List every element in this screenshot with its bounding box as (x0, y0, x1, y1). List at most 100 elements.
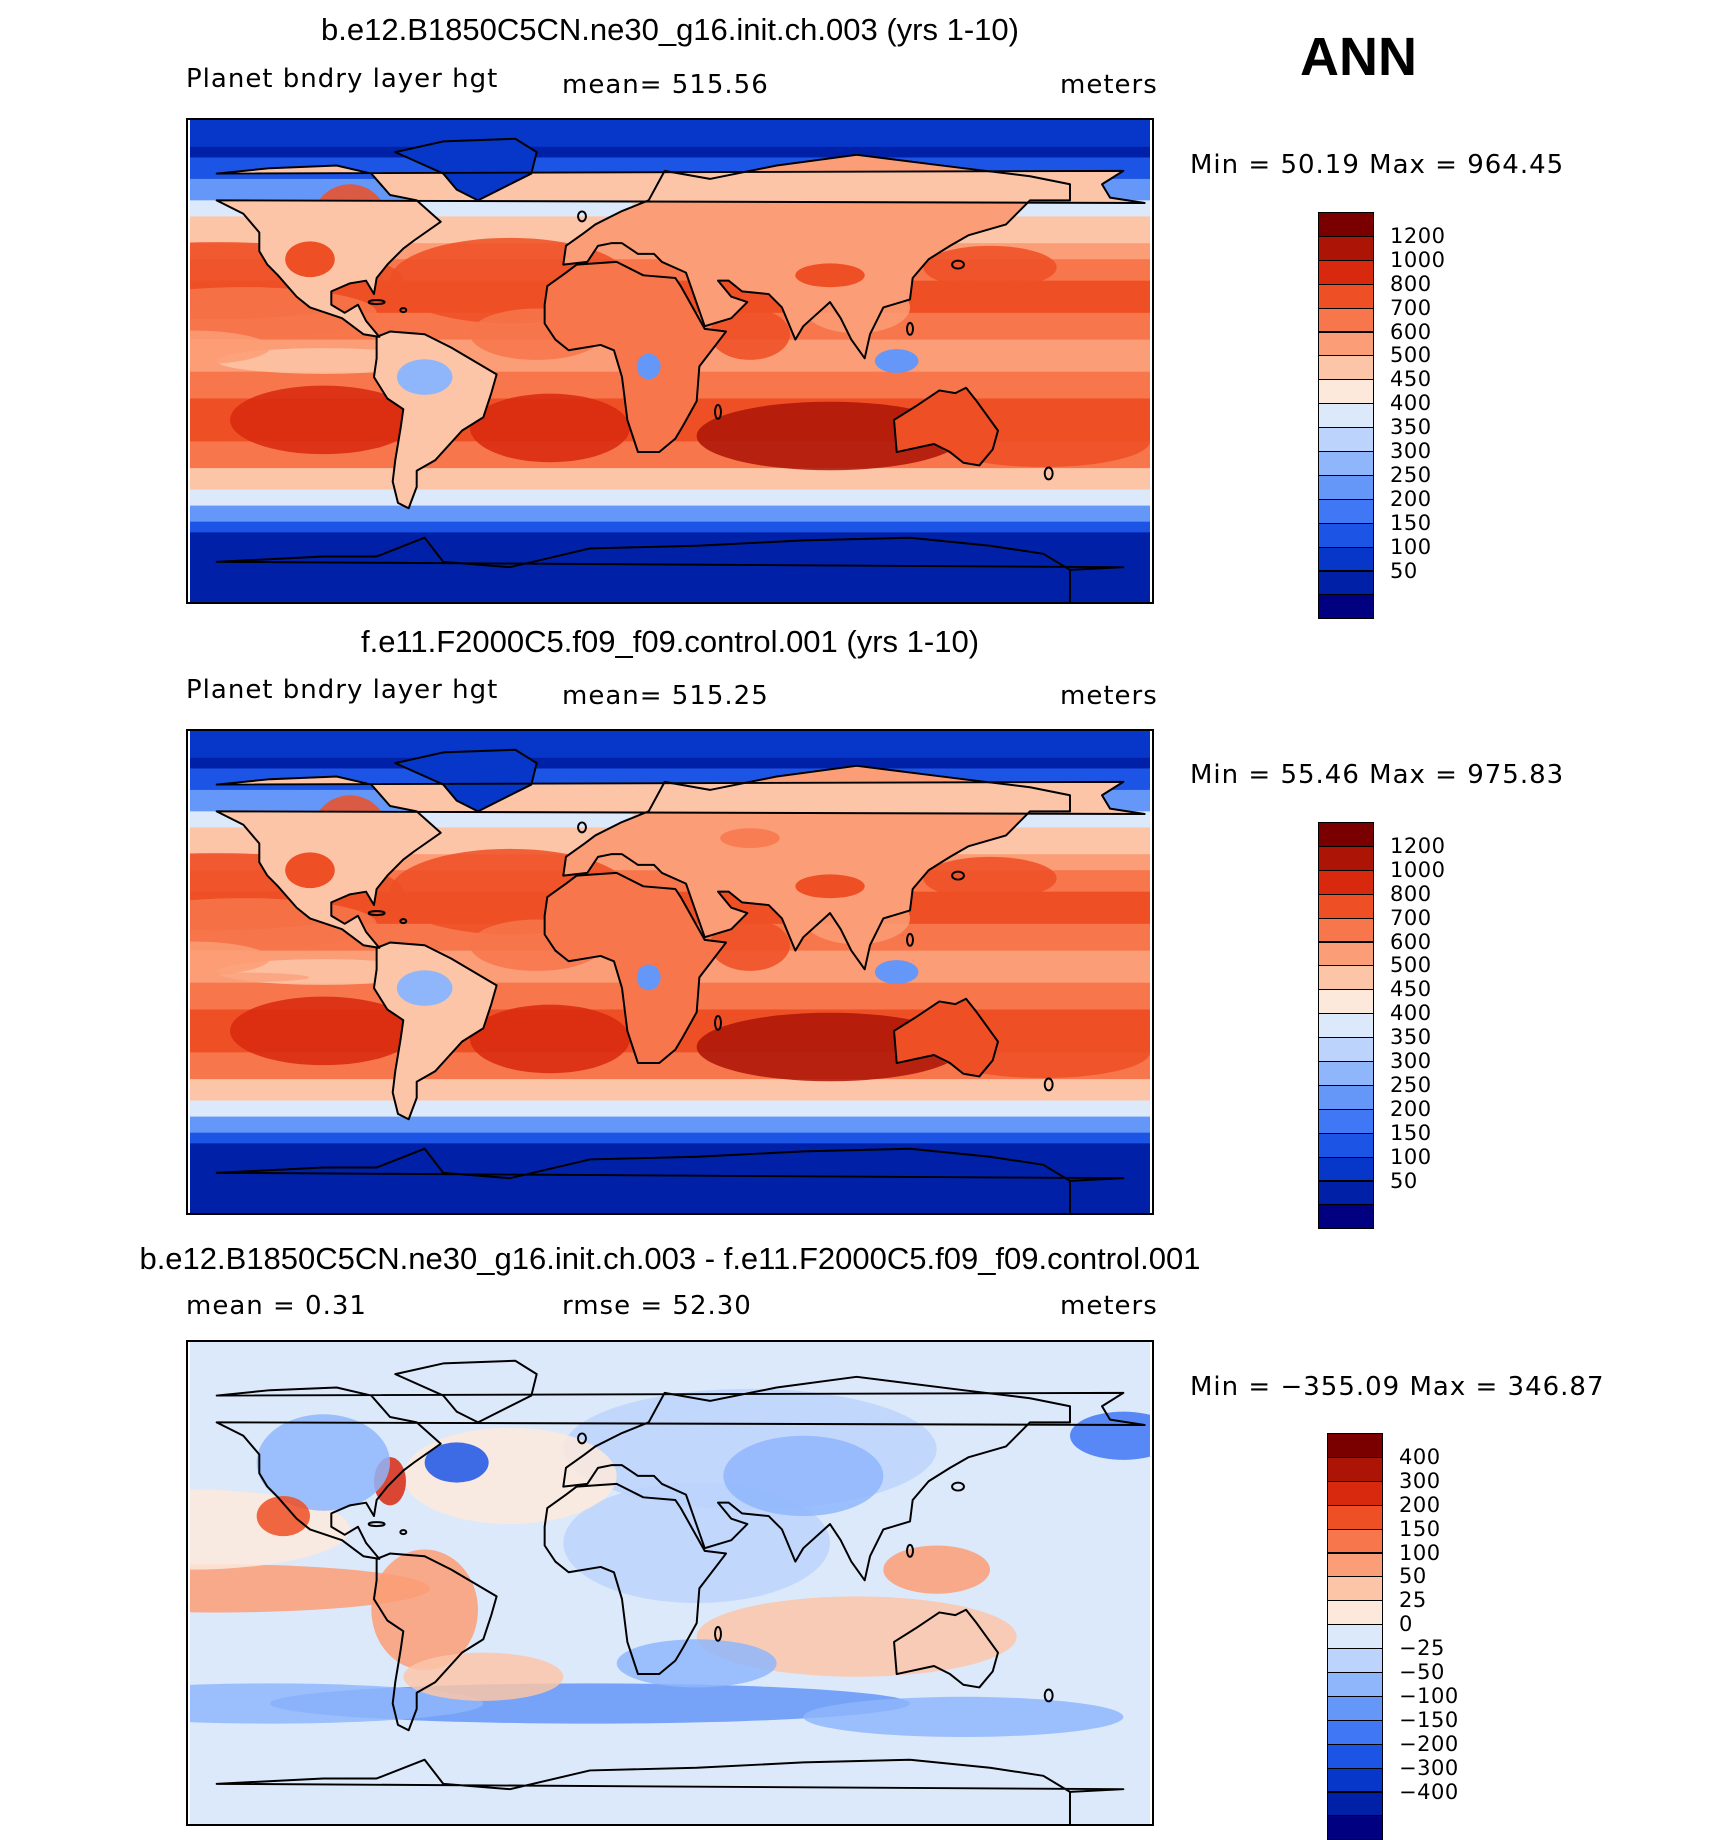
colorbar-tick-label: 100 (1390, 1144, 1432, 1169)
colorbar-swatch (1318, 1084, 1374, 1110)
colorbar-swatch (1318, 917, 1374, 943)
colorbar-tick-label: 500 (1390, 953, 1432, 978)
panel-1-colorbar: 1200 1000 800 700 600 500 450 400 350 300 250 200 15… (1318, 212, 1468, 620)
colorbar-tick-label: −300 (1399, 1755, 1459, 1780)
colorbar-swatch (1318, 451, 1374, 476)
panel-3-map (186, 1340, 1154, 1826)
colorbar-tick-label: 800 (1390, 881, 1432, 906)
colorbar-swatch (1327, 1695, 1383, 1721)
colorbar-swatch (1327, 1672, 1383, 1697)
colorbar-swatch (1318, 869, 1374, 895)
colorbar-swatch (1318, 1204, 1374, 1230)
colorbar-swatch (1318, 355, 1374, 381)
panel-1-map (186, 118, 1154, 604)
colorbar-swatch (1318, 1037, 1374, 1062)
colorbar-tick-label: 450 (1390, 367, 1432, 392)
colorbar-tick-label: 200 (1399, 1492, 1441, 1517)
colorbar-swatch (1318, 259, 1374, 285)
panel-1-mean: mean= 515.56 (562, 70, 769, 100)
colorbar-tick-label: −100 (1399, 1683, 1459, 1708)
panel-1-title: b.e12.B1850C5CN.ne30_g16.init.ch.003 (yr… (321, 12, 1019, 47)
colorbar-swatch (1318, 212, 1374, 237)
colorbar-swatch (1318, 845, 1374, 871)
panel-3-mean: mean = 0.31 (186, 1291, 367, 1321)
panel-2-minmax: Min = 55.46 Max = 975.83 (1190, 760, 1565, 790)
colorbar-tick-label: 1200 (1390, 223, 1446, 248)
colorbar-tick-label: 150 (1399, 1516, 1441, 1541)
colorbar-tick-label: 1200 (1390, 833, 1446, 858)
colorbar-swatch (1318, 941, 1374, 967)
colorbar-tick-label: 150 (1390, 510, 1432, 535)
colorbar-tick-label: 250 (1390, 462, 1432, 487)
panel-2-colorbar: 1200 1000 800 700 600 500 450 400 350 300 250 200 15… (1318, 822, 1468, 1230)
panel-2-title: f.e11.F2000C5.f09_f09.control.001 (yrs 1… (360, 624, 980, 659)
colorbar-swatch (1318, 1061, 1374, 1086)
colorbar-swatch (1327, 1552, 1383, 1578)
colorbar-swatch (1318, 893, 1374, 919)
colorbar-swatch (1318, 498, 1374, 524)
colorbar-swatch (1318, 1108, 1374, 1134)
colorbar-tick-label: 600 (1390, 929, 1432, 954)
colorbar-swatch (1318, 546, 1374, 572)
colorbar-tick-label: 25 (1399, 1588, 1427, 1613)
colorbar-swatch (1327, 1433, 1383, 1458)
colorbar-swatch (1318, 522, 1374, 548)
colorbar-swatch (1327, 1648, 1383, 1673)
colorbar-swatch (1318, 379, 1374, 405)
colorbar-tick-label: −400 (1399, 1779, 1459, 1804)
colorbar-swatch (1318, 1132, 1374, 1158)
panel-1-units: meters (1060, 70, 1158, 100)
season-label: ANN (1300, 27, 1417, 87)
colorbar-swatch (1318, 965, 1374, 991)
colorbar-tick-label: 400 (1390, 391, 1432, 416)
colorbar-swatch (1318, 1180, 1374, 1206)
colorbar-swatch (1318, 822, 1374, 847)
colorbar-swatch (1327, 1719, 1383, 1745)
colorbar-swatch (1318, 427, 1374, 452)
colorbar-tick-label: 300 (1390, 1049, 1432, 1073)
colorbar-tick-label: 50 (1390, 558, 1418, 583)
colorbar-tick-label: 300 (1390, 439, 1432, 463)
colorbar-tick-label: 200 (1390, 1096, 1432, 1121)
colorbar-swatch (1318, 283, 1374, 309)
colorbar-swatch (1327, 1528, 1383, 1554)
colorbar-swatch (1318, 331, 1374, 357)
colorbar-tick-label: 350 (1390, 415, 1432, 440)
colorbar-tick-label: 50 (1390, 1168, 1418, 1193)
colorbar-swatch (1318, 1013, 1374, 1039)
colorbar-tick-label: −50 (1399, 1660, 1445, 1684)
colorbar-tick-label: −200 (1399, 1731, 1459, 1756)
colorbar-swatch (1318, 307, 1374, 333)
colorbar-swatch (1318, 403, 1374, 429)
colorbar-swatch (1327, 1456, 1383, 1482)
colorbar-tick-label: 500 (1390, 343, 1432, 368)
colorbar-tick-label: 800 (1390, 271, 1432, 296)
panel-3-units: meters (1060, 1291, 1158, 1321)
colorbar-swatch (1318, 235, 1374, 261)
colorbar-swatch (1327, 1504, 1383, 1530)
colorbar-swatch (1327, 1624, 1383, 1650)
colorbar-tick-label: 400 (1390, 1001, 1432, 1026)
colorbar-swatch (1327, 1743, 1383, 1769)
panel-3-minmax: Min = −355.09 Max = 346.87 (1190, 1372, 1605, 1402)
colorbar-tick-label: 350 (1390, 1025, 1432, 1050)
panel-1-minmax: Min = 50.19 Max = 964.45 (1190, 150, 1565, 180)
colorbar-tick-label: 1000 (1390, 247, 1446, 272)
colorbar-tick-label: 250 (1390, 1072, 1432, 1097)
colorbar-swatch (1327, 1576, 1383, 1602)
panel-2-variable-label: Planet bndry layer hgt (186, 675, 499, 705)
panel-2-map (186, 729, 1154, 1215)
panel-2-mean: mean= 515.25 (562, 681, 769, 711)
panel-1-variable-label: Planet bndry layer hgt (186, 64, 499, 94)
colorbar-tick-label: 400 (1399, 1444, 1441, 1469)
colorbar-swatch (1318, 570, 1374, 596)
colorbar-tick-label: 0 (1399, 1612, 1413, 1637)
panel-2-units: meters (1060, 681, 1158, 711)
colorbar-tick-label: −25 (1399, 1636, 1445, 1661)
colorbar-tick-label: 700 (1390, 295, 1432, 320)
colorbar-tick-label: 50 (1399, 1564, 1427, 1589)
colorbar-swatch (1318, 989, 1374, 1015)
colorbar-swatch (1318, 594, 1374, 620)
colorbar-tick-label: 450 (1390, 977, 1432, 1002)
colorbar-swatch (1327, 1480, 1383, 1506)
